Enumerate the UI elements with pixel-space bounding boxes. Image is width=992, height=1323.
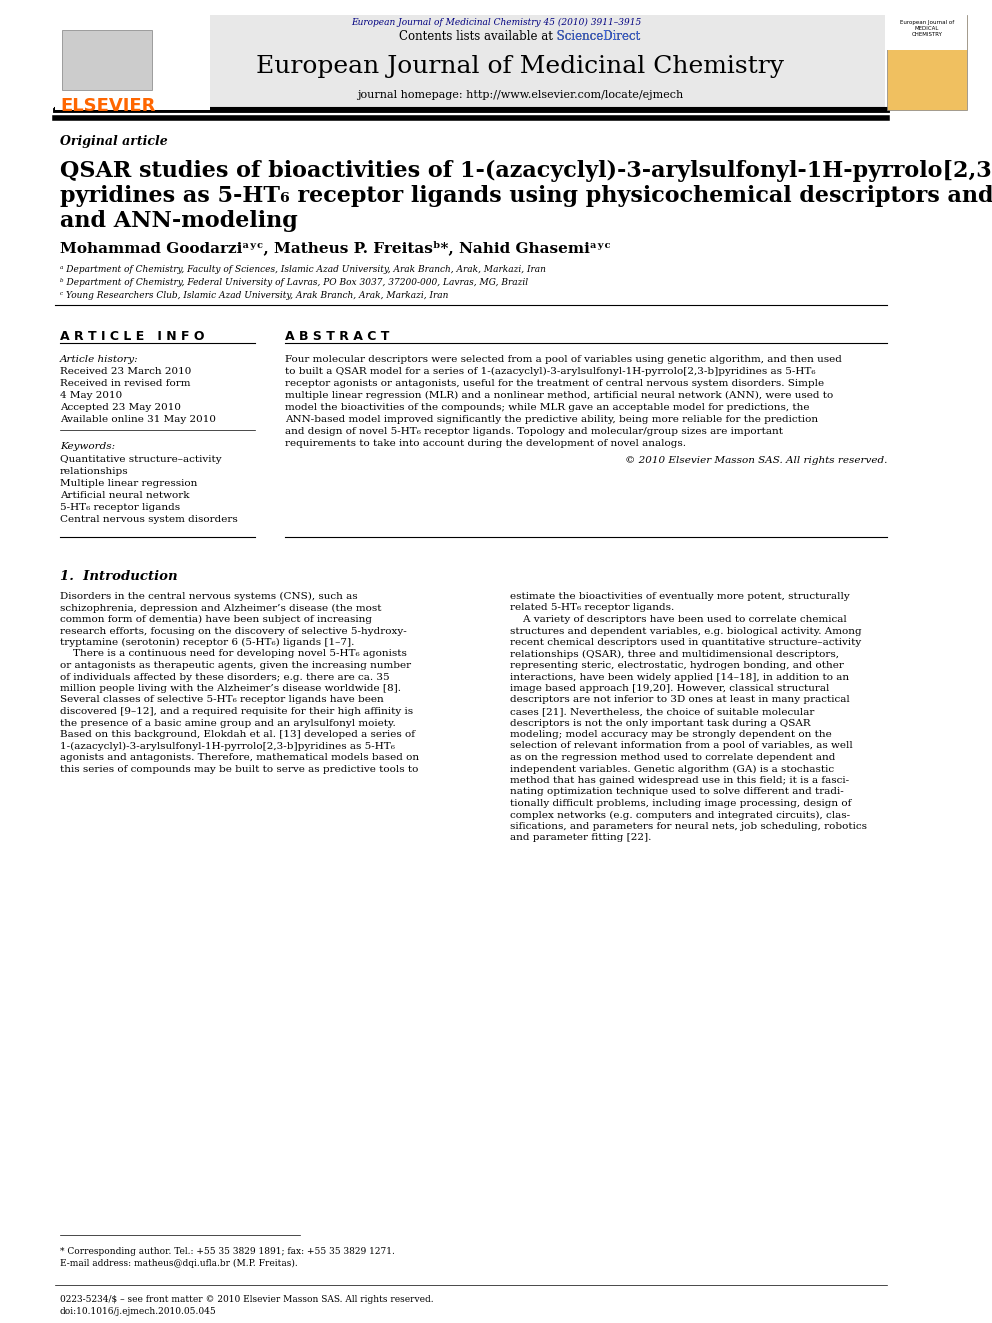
Text: QSAR studies of bioactivities of 1-(azacyclyl)-3-arylsulfonyl-1H-pyrrolo[2,3-b]: QSAR studies of bioactivities of 1-(azac…: [60, 160, 992, 183]
Text: to built a QSAR model for a series of 1-(azacyclyl)-3-arylsulfonyl-1H-pyrrolo[2,: to built a QSAR model for a series of 1-…: [285, 366, 815, 376]
Text: structures and dependent variables, e.g. biological activity. Among: structures and dependent variables, e.g.…: [510, 627, 862, 635]
Text: as on the regression method used to correlate dependent and: as on the regression method used to corr…: [510, 753, 835, 762]
Text: and design of novel 5-HT₆ receptor ligands. Topology and molecular/group sizes a: and design of novel 5-HT₆ receptor ligan…: [285, 427, 783, 437]
Text: estimate the bioactivities of eventually more potent, structurally: estimate the bioactivities of eventually…: [510, 591, 850, 601]
Bar: [55, 15, 210, 110]
Text: receptor agonists or antagonists, useful for the treatment of central nervous sy: receptor agonists or antagonists, useful…: [285, 378, 824, 388]
Text: requirements to take into account during the development of novel analogs.: requirements to take into account during…: [285, 439, 686, 448]
Text: relationships: relationships: [60, 467, 129, 476]
Text: nating optimization technique used to solve different and tradi-: nating optimization technique used to so…: [510, 787, 844, 796]
Text: Received 23 March 2010: Received 23 March 2010: [60, 366, 191, 376]
Text: ScienceDirect: ScienceDirect: [400, 30, 641, 44]
Text: tionally difficult problems, including image processing, design of: tionally difficult problems, including i…: [510, 799, 851, 808]
Text: European Journal of Medicinal Chemistry 45 (2010) 3911–3915: European Journal of Medicinal Chemistry …: [351, 19, 641, 28]
Text: recent chemical descriptors used in quantitative structure–activity: recent chemical descriptors used in quan…: [510, 638, 861, 647]
Text: image based approach [19,20]. However, classical structural: image based approach [19,20]. However, c…: [510, 684, 829, 693]
Text: ᶜ Young Researchers Club, Islamic Azad University, Arak Branch, Arak, Markazi, I: ᶜ Young Researchers Club, Islamic Azad U…: [60, 291, 448, 300]
Text: common form of dementia) have been subject of increasing: common form of dementia) have been subje…: [60, 615, 372, 624]
Text: Based on this background, Elokdah et al. [13] developed a series of: Based on this background, Elokdah et al.…: [60, 730, 415, 740]
Text: pyridines as 5-HT₆ receptor ligands using physicochemical descriptors and MLR: pyridines as 5-HT₆ receptor ligands usin…: [60, 185, 992, 206]
Text: discovered [9–12], and a required requisite for their high affinity is: discovered [9–12], and a required requis…: [60, 706, 413, 716]
Text: independent variables. Genetic algorithm (GA) is a stochastic: independent variables. Genetic algorithm…: [510, 765, 834, 774]
Text: Received in revised form: Received in revised form: [60, 378, 190, 388]
Text: agonists and antagonists. Therefore, mathematical models based on: agonists and antagonists. Therefore, mat…: [60, 753, 420, 762]
Text: Four molecular descriptors were selected from a pool of variables using genetic : Four molecular descriptors were selected…: [285, 355, 842, 364]
Text: million people living with the Alzheimer’s disease worldwide [8].: million people living with the Alzheimer…: [60, 684, 401, 693]
Text: 5-HT₆ receptor ligands: 5-HT₆ receptor ligands: [60, 503, 181, 512]
Text: ᵇ Department of Chemistry, Federal University of Lavras, PO Box 3037, 37200-000,: ᵇ Department of Chemistry, Federal Unive…: [60, 278, 528, 287]
Text: of individuals affected by these disorders; e.g. there are ca. 35: of individuals affected by these disorde…: [60, 672, 390, 681]
Text: 4 May 2010: 4 May 2010: [60, 392, 122, 400]
Text: and parameter fitting [22].: and parameter fitting [22].: [510, 833, 652, 843]
Text: representing steric, electrostatic, hydrogen bonding, and other: representing steric, electrostatic, hydr…: [510, 662, 844, 669]
Text: Quantitative structure–activity: Quantitative structure–activity: [60, 455, 221, 464]
Text: multiple linear regression (MLR) and a nonlinear method, artificial neural netwo: multiple linear regression (MLR) and a n…: [285, 392, 833, 400]
Text: 1.  Introduction: 1. Introduction: [60, 570, 178, 583]
Text: ELSEVIER: ELSEVIER: [61, 97, 156, 115]
Text: Contents lists available at ScienceDirect: Contents lists available at ScienceDirec…: [400, 30, 641, 44]
Text: A R T I C L E   I N F O: A R T I C L E I N F O: [60, 329, 204, 343]
Text: Several classes of selective 5-HT₆ receptor ligands have been: Several classes of selective 5-HT₆ recep…: [60, 696, 384, 705]
Text: research efforts, focusing on the discovery of selective 5-hydroxy-: research efforts, focusing on the discov…: [60, 627, 407, 635]
Text: complex networks (e.g. computers and integrated circuits), clas-: complex networks (e.g. computers and int…: [510, 811, 850, 820]
Text: European Journal of
MEDICAL
CHEMISTRY: European Journal of MEDICAL CHEMISTRY: [900, 20, 954, 37]
Text: A B S T R A C T: A B S T R A C T: [285, 329, 390, 343]
Text: Central nervous system disorders: Central nervous system disorders: [60, 515, 238, 524]
Bar: [887, 15, 967, 50]
Text: Artificial neural network: Artificial neural network: [60, 491, 189, 500]
Text: * Corresponding author. Tel.: +55 35 3829 1891; fax: +55 35 3829 1271.: * Corresponding author. Tel.: +55 35 382…: [60, 1248, 395, 1256]
Text: interactions, have been widely applied [14–18], in addition to an: interactions, have been widely applied […: [510, 672, 849, 681]
Text: cases [21]. Nevertheless, the choice of suitable molecular: cases [21]. Nevertheless, the choice of …: [510, 706, 814, 716]
Text: Available online 31 May 2010: Available online 31 May 2010: [60, 415, 216, 423]
Text: 0223-5234/$ – see front matter © 2010 Elsevier Masson SAS. All rights reserved.: 0223-5234/$ – see front matter © 2010 El…: [60, 1295, 434, 1304]
Text: European Journal of Medicinal Chemistry: European Journal of Medicinal Chemistry: [256, 56, 784, 78]
Text: A variety of descriptors have been used to correlate chemical: A variety of descriptors have been used …: [510, 615, 847, 624]
Text: Original article: Original article: [60, 135, 168, 148]
Text: selection of relevant information from a pool of variables, as well: selection of relevant information from a…: [510, 741, 853, 750]
Text: descriptors are not inferior to 3D ones at least in many practical: descriptors are not inferior to 3D ones …: [510, 696, 850, 705]
FancyBboxPatch shape: [55, 15, 885, 110]
Text: model the bioactivities of the compounds; while MLR gave an acceptable model for: model the bioactivities of the compounds…: [285, 404, 809, 411]
Text: journal homepage: http://www.elsevier.com/locate/ejmech: journal homepage: http://www.elsevier.co…: [357, 90, 683, 101]
Text: Article history:: Article history:: [60, 355, 139, 364]
Text: modeling; model accuracy may be strongly dependent on the: modeling; model accuracy may be strongly…: [510, 730, 831, 740]
Text: Mohammad Goodarziᵃʸᶜ, Matheus P. Freitasᵇ*, Nahid Ghasemiᵃʸᶜ: Mohammad Goodarziᵃʸᶜ, Matheus P. Freitas…: [60, 239, 611, 255]
Text: schizophrenia, depression and Alzheimer’s disease (the most: schizophrenia, depression and Alzheimer’…: [60, 603, 382, 613]
Text: method that has gained widespread use in this field; it is a fasci-: method that has gained widespread use in…: [510, 777, 849, 785]
Text: Accepted 23 May 2010: Accepted 23 May 2010: [60, 404, 181, 411]
Text: Keywords:: Keywords:: [60, 442, 115, 451]
Text: doi:10.1016/j.ejmech.2010.05.045: doi:10.1016/j.ejmech.2010.05.045: [60, 1307, 216, 1316]
Text: descriptors is not the only important task during a QSAR: descriptors is not the only important ta…: [510, 718, 810, 728]
Text: Disorders in the central nervous systems (CNS), such as: Disorders in the central nervous systems…: [60, 591, 358, 601]
Text: or antagonists as therapeutic agents, given the increasing number: or antagonists as therapeutic agents, gi…: [60, 662, 411, 669]
Bar: [62, 30, 152, 90]
Text: relationships (QSAR), three and multidimensional descriptors,: relationships (QSAR), three and multidim…: [510, 650, 839, 659]
Text: 1-(azacyclyl)-3-arylsulfonyl-1H-pyrrolo[2,3-b]pyridines as 5-HT₆: 1-(azacyclyl)-3-arylsulfonyl-1H-pyrrolo[…: [60, 741, 395, 750]
Text: related 5-HT₆ receptor ligands.: related 5-HT₆ receptor ligands.: [510, 603, 675, 613]
Text: © 2010 Elsevier Masson SAS. All rights reserved.: © 2010 Elsevier Masson SAS. All rights r…: [625, 456, 887, 464]
Text: the presence of a basic amine group and an arylsulfonyl moiety.: the presence of a basic amine group and …: [60, 718, 396, 728]
Text: sifications, and parameters for neural nets, job scheduling, robotics: sifications, and parameters for neural n…: [510, 822, 867, 831]
Bar: [887, 15, 967, 110]
Text: E-mail address: matheus@dqi.ufla.br (M.P. Freitas).: E-mail address: matheus@dqi.ufla.br (M.P…: [60, 1259, 298, 1269]
Text: There is a continuous need for developing novel 5-HT₆ agonists: There is a continuous need for developin…: [60, 650, 407, 659]
Text: Multiple linear regression: Multiple linear regression: [60, 479, 197, 488]
Text: this series of compounds may be built to serve as predictive tools to: this series of compounds may be built to…: [60, 765, 419, 774]
Text: tryptamine (serotonin) receptor 6 (5-HT₆) ligands [1–7].: tryptamine (serotonin) receptor 6 (5-HT₆…: [60, 638, 354, 647]
Text: ANN-based model improved significantly the predictive ability, being more reliab: ANN-based model improved significantly t…: [285, 415, 818, 423]
Text: and ANN-modeling: and ANN-modeling: [60, 210, 298, 232]
Text: ᵃ Department of Chemistry, Faculty of Sciences, Islamic Azad University, Arak Br: ᵃ Department of Chemistry, Faculty of Sc…: [60, 265, 546, 274]
